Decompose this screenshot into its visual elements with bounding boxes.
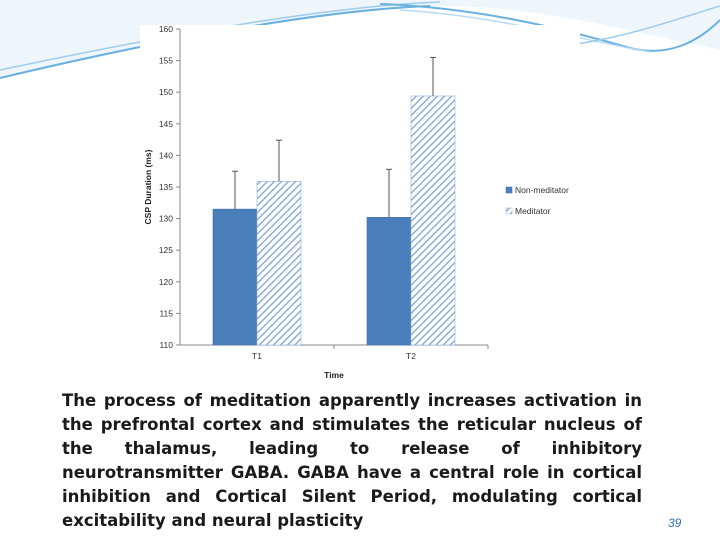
x-tick-label: T1: [252, 351, 262, 361]
bar-non-meditator-t1: [212, 208, 258, 346]
y-tick-label: 155: [159, 56, 173, 66]
legend-label-non-meditator: Non-meditator: [515, 185, 569, 195]
bar-meditator-t2: [410, 95, 456, 346]
x-tick-label: T2: [406, 351, 416, 361]
y-tick-label: 130: [159, 214, 173, 224]
y-tick-label: 150: [159, 87, 173, 97]
x-axis-title: Time: [324, 370, 344, 380]
y-tick-label: 120: [159, 277, 173, 287]
chart-svg: 110 115 120 125 130 135 140 145 150 155 160 CSP Dur…: [143, 25, 569, 380]
y-tick-label: 125: [159, 245, 173, 255]
y-tick-label: 135: [159, 182, 173, 192]
bar-meditator-t1: [256, 181, 302, 346]
slide-caption: The process of meditation apparently inc…: [62, 391, 642, 530]
legend-swatch-meditator: [505, 207, 513, 215]
y-tick-label: 115: [159, 308, 173, 318]
y-axis-title: CSP Duration (ms): [143, 149, 153, 224]
y-tick-label: 110: [159, 340, 173, 350]
legend-label-meditator: Meditator: [515, 206, 551, 216]
y-tick-label: 140: [159, 150, 173, 160]
legend-swatch-non-meditator: [505, 186, 513, 194]
y-tick-label: 160: [159, 25, 173, 34]
slide-number: 39: [668, 516, 682, 530]
csp-duration-chart: 110 115 120 125 130 135 140 145 150 155 160 CSP Dur…: [140, 25, 580, 380]
bar-non-meditator-t2: [366, 217, 412, 346]
y-tick-label: 145: [159, 119, 173, 129]
